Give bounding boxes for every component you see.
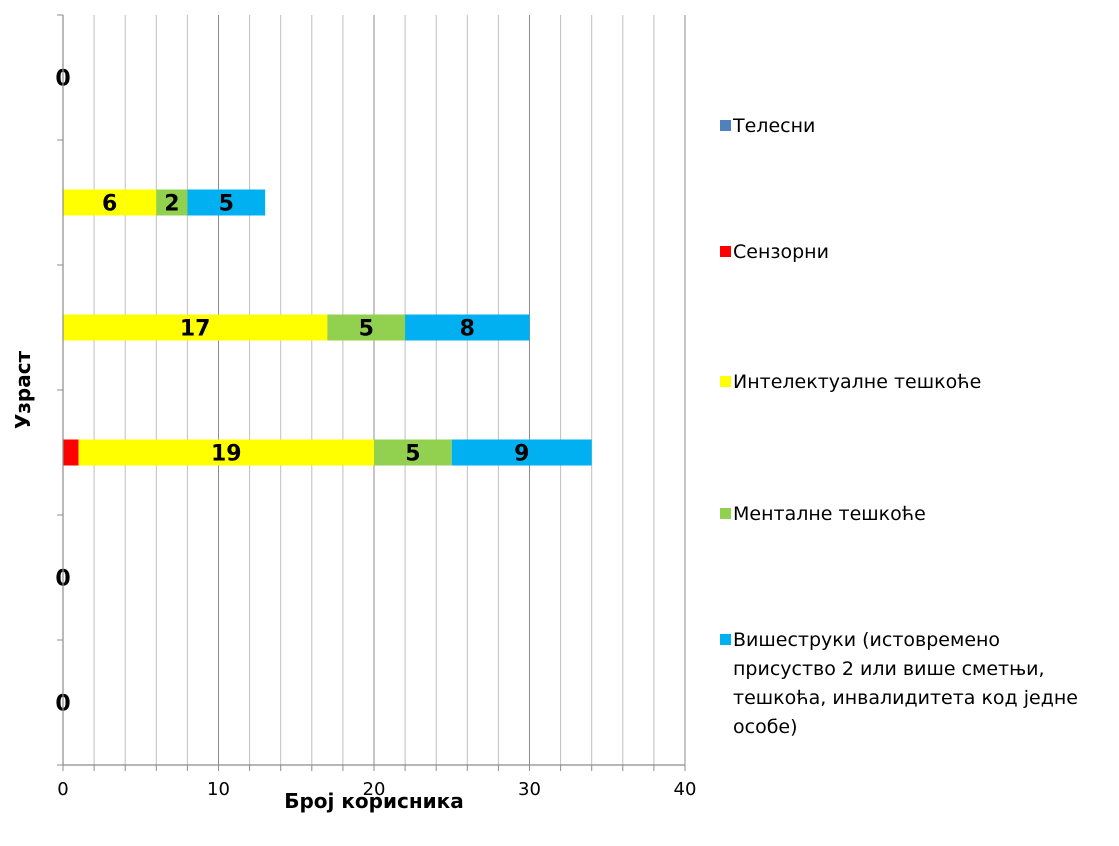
legend-swatch [720,246,731,257]
bar-segment [78,439,375,466]
x-tick-label: 40 [674,779,697,800]
data-label: 17 [180,317,211,342]
legend-label: Телесни [732,115,815,137]
x-axis-title: Број корисника [284,789,464,813]
data-label: 6 [102,192,117,217]
legend: Телесни Сензорни Интелектуалне тешкоће Мент… [720,115,1078,738]
legend-swatch [720,376,731,387]
legend-label: Вишеструки (истовремено [733,629,1000,651]
legend-swatch [720,634,731,645]
bar-segment [187,189,266,216]
legend-swatch [720,508,731,519]
y-axis-title: Узраст [11,350,35,429]
x-tick-label: 0 [57,779,68,800]
gridlines [93,15,686,765]
bar-segment [374,439,452,466]
legend-label: присуство 2 или више сметњи, [733,658,1045,680]
x-tick-label: 30 [518,779,541,800]
data-label: 5 [359,317,374,342]
legend-label: Менталне тешкоће [733,503,926,525]
data-label: 5 [219,192,234,217]
bar-segment [63,189,157,216]
bar-segment [451,439,592,466]
x-tick-label: 20 [363,779,386,800]
data-labels: 06 2 517 5 819 5 900 [55,67,529,717]
data-label: 19 [211,442,242,467]
legend-label: тешкоћа, инвалидитета код једне [733,687,1078,709]
data-label: 8 [460,317,475,342]
bar-segment [405,314,530,341]
legend-label: Интелектуалне тешкоће [733,371,981,393]
bar-segment [156,189,188,216]
axes: 0 10 20 30 40 [57,14,697,800]
legend-label: Сензорни [733,241,829,263]
legend-label: особе) [733,716,798,738]
bar-segment [327,314,406,341]
x-tick-label: 10 [207,779,230,800]
bar-segment [63,439,79,466]
bars [63,189,592,466]
data-label: 5 [405,442,420,467]
bar-segment [63,314,328,341]
legend-swatch [720,120,731,131]
data-label: 2 [164,192,179,217]
data-label: 9 [514,442,529,467]
